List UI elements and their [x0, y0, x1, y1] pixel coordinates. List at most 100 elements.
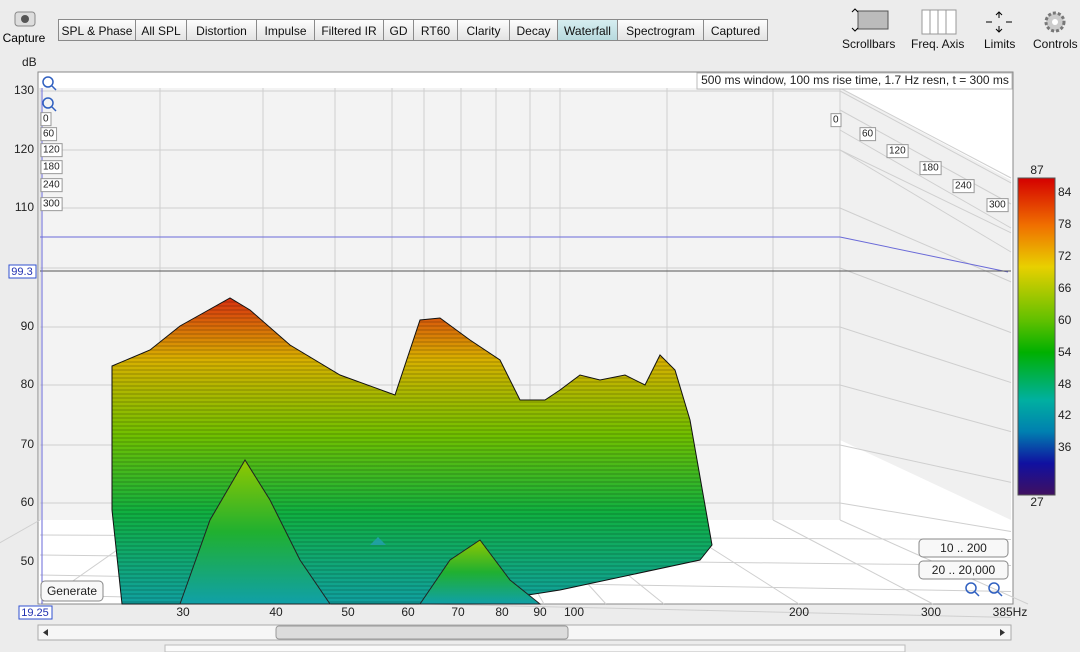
zoom-icons[interactable] — [42, 76, 1003, 597]
y-tick-label: 130 — [14, 83, 34, 97]
grid-line — [839, 90, 1012, 184]
tab[interactable]: Impulse — [256, 19, 315, 41]
depth-label-box — [952, 179, 975, 194]
color-bar — [1017, 177, 1056, 496]
side-wall — [840, 88, 1011, 520]
grid-line — [0, 519, 41, 544]
tool-label[interactable]: Controls — [1033, 37, 1078, 51]
colorbar-label: 84 — [1058, 185, 1072, 199]
grid-line — [839, 129, 1012, 229]
depth-label-box — [830, 113, 842, 128]
x-tick-label: 90 — [533, 605, 547, 619]
colorbar-label: 48 — [1058, 377, 1072, 391]
tab[interactable]: GD — [383, 19, 414, 41]
x-tick-label: 100 — [564, 605, 584, 619]
button-label[interactable]: 20 .. 20,000 — [932, 563, 996, 577]
y-tick-label: 90 — [21, 319, 35, 333]
x-tick-label: 385Hz — [993, 605, 1028, 619]
colorbar-label: 27 — [1030, 495, 1044, 509]
x-tick-label: 30 — [176, 605, 190, 619]
x-tick-label: 300 — [921, 605, 941, 619]
x-tick-label: 40 — [269, 605, 283, 619]
colorbar-label: 36 — [1058, 440, 1072, 454]
button[interactable] — [40, 580, 104, 602]
depth-label: 120 — [889, 146, 906, 157]
depth-label: 120 — [43, 145, 60, 156]
depth-label-box — [886, 144, 909, 159]
x-tick-label: 80 — [495, 605, 509, 619]
depth-label: 240 — [955, 181, 972, 192]
grid-line — [839, 502, 1012, 532]
grid-line — [839, 109, 1012, 205]
capture-button[interactable]: Capture — [0, 6, 48, 45]
depth-label: 60 — [862, 129, 874, 140]
depth-label: 0 — [43, 114, 49, 125]
info-box — [696, 72, 1013, 90]
tab[interactable]: Clarity — [457, 19, 510, 41]
y-tick-label: 80 — [21, 377, 35, 391]
button[interactable] — [918, 538, 1009, 558]
colorbar-label: 60 — [1058, 313, 1072, 327]
grid-line — [839, 207, 1012, 283]
capture-label: Capture — [2, 31, 46, 45]
x-tick-label: 60 — [401, 605, 415, 619]
cursor-y-label: 99.3 — [11, 266, 32, 278]
colorbar-label: 42 — [1058, 408, 1072, 422]
button[interactable] — [918, 560, 1009, 580]
depth-label-box — [40, 143, 63, 158]
depth-label-box — [859, 127, 877, 142]
colorbar-label: 72 — [1058, 249, 1072, 263]
cursor-x-box — [18, 605, 53, 620]
grid-line — [839, 326, 1012, 384]
depth-label: 300 — [43, 199, 60, 210]
colorbar-label: 87 — [1030, 163, 1044, 177]
y-unit: dB — [22, 55, 37, 69]
grid-line — [839, 149, 1012, 253]
grid-line — [839, 87, 1012, 179]
x-tick-label: 50 — [341, 605, 355, 619]
cursor-plane-side — [839, 236, 1009, 273]
tool-label[interactable]: Freq. Axis — [911, 37, 965, 51]
scrollbar[interactable] — [37, 624, 1012, 641]
tool-label[interactable]: Scrollbars — [842, 37, 896, 51]
depth-label-box — [40, 112, 52, 127]
depth-label-box — [40, 160, 63, 175]
grid-line — [839, 267, 1012, 334]
lower-panel — [164, 644, 906, 652]
y-tick-label: 120 — [14, 142, 34, 156]
info-text: 500 ms window, 100 ms rise time, 1.7 Hz … — [701, 73, 1009, 87]
cursor-y-box — [8, 264, 37, 279]
colorbar-label: 66 — [1058, 281, 1072, 295]
grid-line — [839, 149, 1012, 234]
depth-label: 60 — [43, 129, 55, 140]
camera-icon — [14, 11, 36, 27]
grid-line — [839, 384, 1012, 433]
tab[interactable]: SPL & Phase — [58, 19, 136, 41]
grid-line — [839, 444, 1012, 483]
depth-label-box — [40, 197, 63, 212]
waterfall-surface — [111, 297, 713, 605]
depth-label-box — [919, 161, 942, 176]
tab[interactable]: All SPL — [135, 19, 187, 41]
button-label[interactable]: 10 .. 200 — [940, 541, 987, 555]
depth-label-box — [40, 178, 63, 193]
y-tick-label: 110 — [15, 200, 34, 214]
depth-label: 240 — [43, 180, 60, 191]
depth-label-box — [986, 198, 1009, 213]
tab[interactable]: Distortion — [186, 19, 257, 41]
tab[interactable]: Filtered IR — [314, 19, 384, 41]
button-label[interactable]: Generate — [47, 584, 97, 598]
y-tick-label: 50 — [21, 554, 35, 568]
tab[interactable]: Captured — [703, 19, 768, 41]
tab[interactable]: Spectrogram — [617, 19, 704, 41]
tool-label[interactable]: Limits — [984, 37, 1016, 51]
depth-label: 300 — [989, 200, 1006, 211]
depth-label: 180 — [922, 163, 939, 174]
tool-icons — [851, 8, 1066, 35]
x-tick-label: 200 — [789, 605, 809, 619]
colorbar-label: 78 — [1058, 217, 1072, 231]
depth-label: 0 — [833, 115, 839, 126]
y-tick-label: 70 — [21, 437, 35, 451]
